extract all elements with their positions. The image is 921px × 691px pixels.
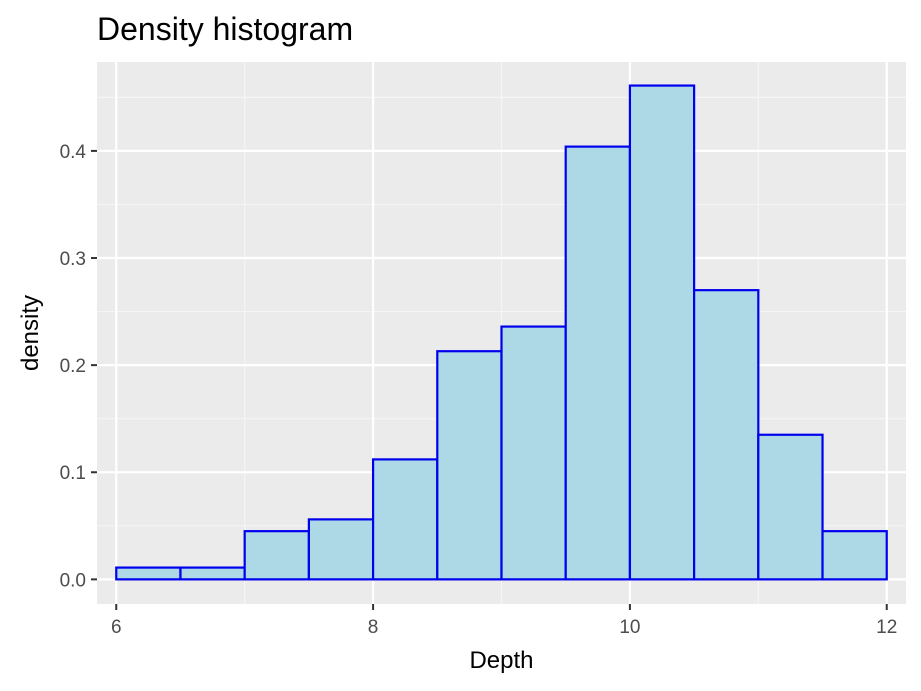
histogram-bar-2 — [179, 566, 246, 581]
y-axis-title: density — [17, 295, 44, 371]
x-tick-label: 8 — [368, 617, 379, 638]
histogram-bar-1 — [115, 566, 182, 581]
x-tick-label: 6 — [111, 617, 122, 638]
x-tick-label: 10 — [619, 617, 640, 638]
histogram-bar-3 — [243, 530, 310, 581]
y-tick-label: 0.2 — [60, 356, 86, 377]
histogram-bars — [115, 84, 888, 581]
y-axis: 0.0 0.1 0.2 0.3 0.4 — [60, 142, 97, 591]
histogram-bar-12 — [821, 530, 888, 581]
y-tick-label: 0.1 — [60, 463, 86, 484]
histogram-bar-7 — [500, 325, 567, 581]
histogram-bar-4 — [307, 518, 375, 581]
histogram-bar-8 — [564, 145, 632, 581]
histogram-bar-10 — [693, 289, 760, 581]
y-tick-label: 0.3 — [60, 249, 86, 270]
chart-title: Density histogram — [97, 11, 353, 47]
x-axis: 6 8 10 12 — [111, 604, 897, 638]
histogram-bar-5 — [371, 458, 439, 581]
y-tick-label: 0.0 — [60, 570, 86, 591]
y-tick-label: 0.4 — [60, 142, 87, 163]
histogram-bar-11 — [757, 433, 824, 581]
histogram-bar-9 — [628, 84, 696, 581]
x-tick-label: 12 — [876, 617, 897, 638]
histogram-bar-6 — [436, 350, 503, 581]
x-axis-title: Depth — [469, 647, 533, 674]
